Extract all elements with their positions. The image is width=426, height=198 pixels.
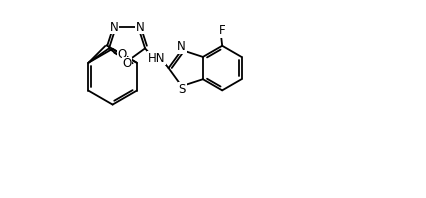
Text: O: O [122,57,132,70]
Text: S: S [178,83,186,96]
Text: F: F [219,24,225,37]
Text: HN: HN [148,52,166,65]
Text: N: N [136,21,145,34]
Text: N: N [177,40,186,53]
Text: O: O [118,48,127,61]
Text: N: N [110,21,118,34]
